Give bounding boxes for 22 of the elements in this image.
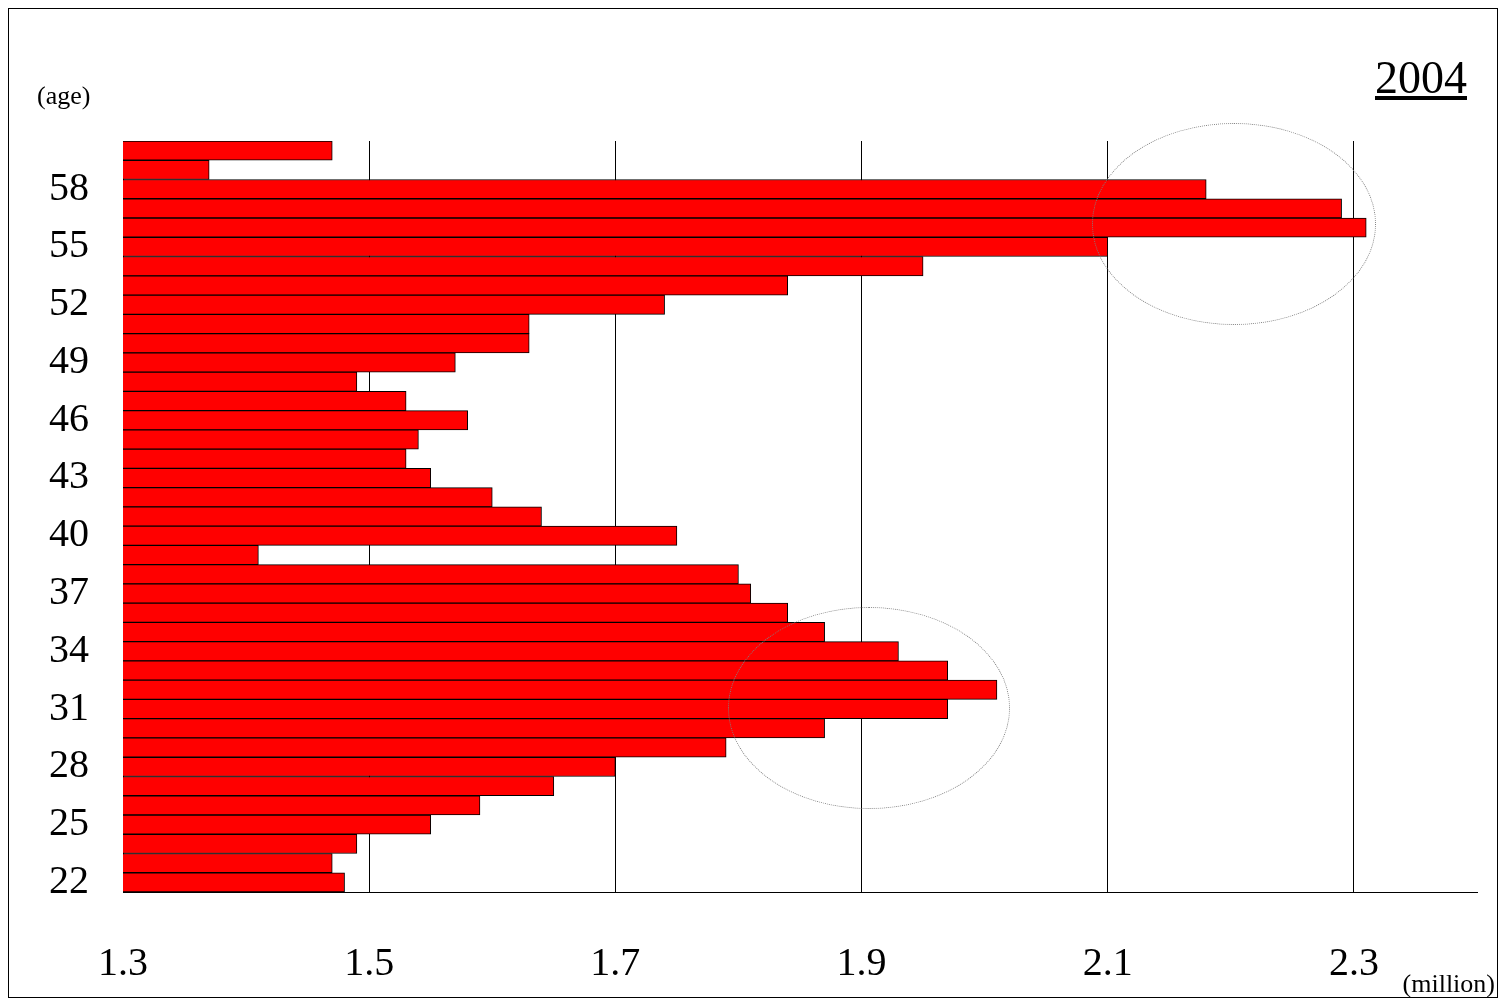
y-tick-label: 37 <box>49 568 89 614</box>
x-axis-title: (million) <box>1402 969 1495 998</box>
y-axis-title: (age) <box>37 81 91 110</box>
x-tick-label: 1.9 <box>836 938 887 984</box>
y-tick-label: 49 <box>49 336 89 382</box>
x-tick-label: 1.5 <box>344 938 395 984</box>
y-tick-label: 22 <box>49 856 89 902</box>
y-tick-label: 43 <box>49 452 89 498</box>
y-tick-label: 46 <box>49 394 89 440</box>
y-tick-label: 28 <box>49 741 89 787</box>
y-tick-label: 40 <box>49 510 89 556</box>
x-tick-label: 2.1 <box>1082 938 1133 984</box>
y-tick-label: 58 <box>49 163 89 209</box>
x-tick-label: 1.3 <box>98 938 148 984</box>
y-tick-label: 31 <box>49 683 89 729</box>
x-tick-label: 1.7 <box>590 938 641 984</box>
y-tick-label: 25 <box>49 799 89 845</box>
y-tick-label: 52 <box>49 279 89 325</box>
x-tick-label: 2.3 <box>1328 938 1379 984</box>
y-tick-label: 55 <box>49 221 89 267</box>
y-tick-label: 34 <box>49 625 89 671</box>
chart-title: 2004 <box>1375 52 1467 103</box>
